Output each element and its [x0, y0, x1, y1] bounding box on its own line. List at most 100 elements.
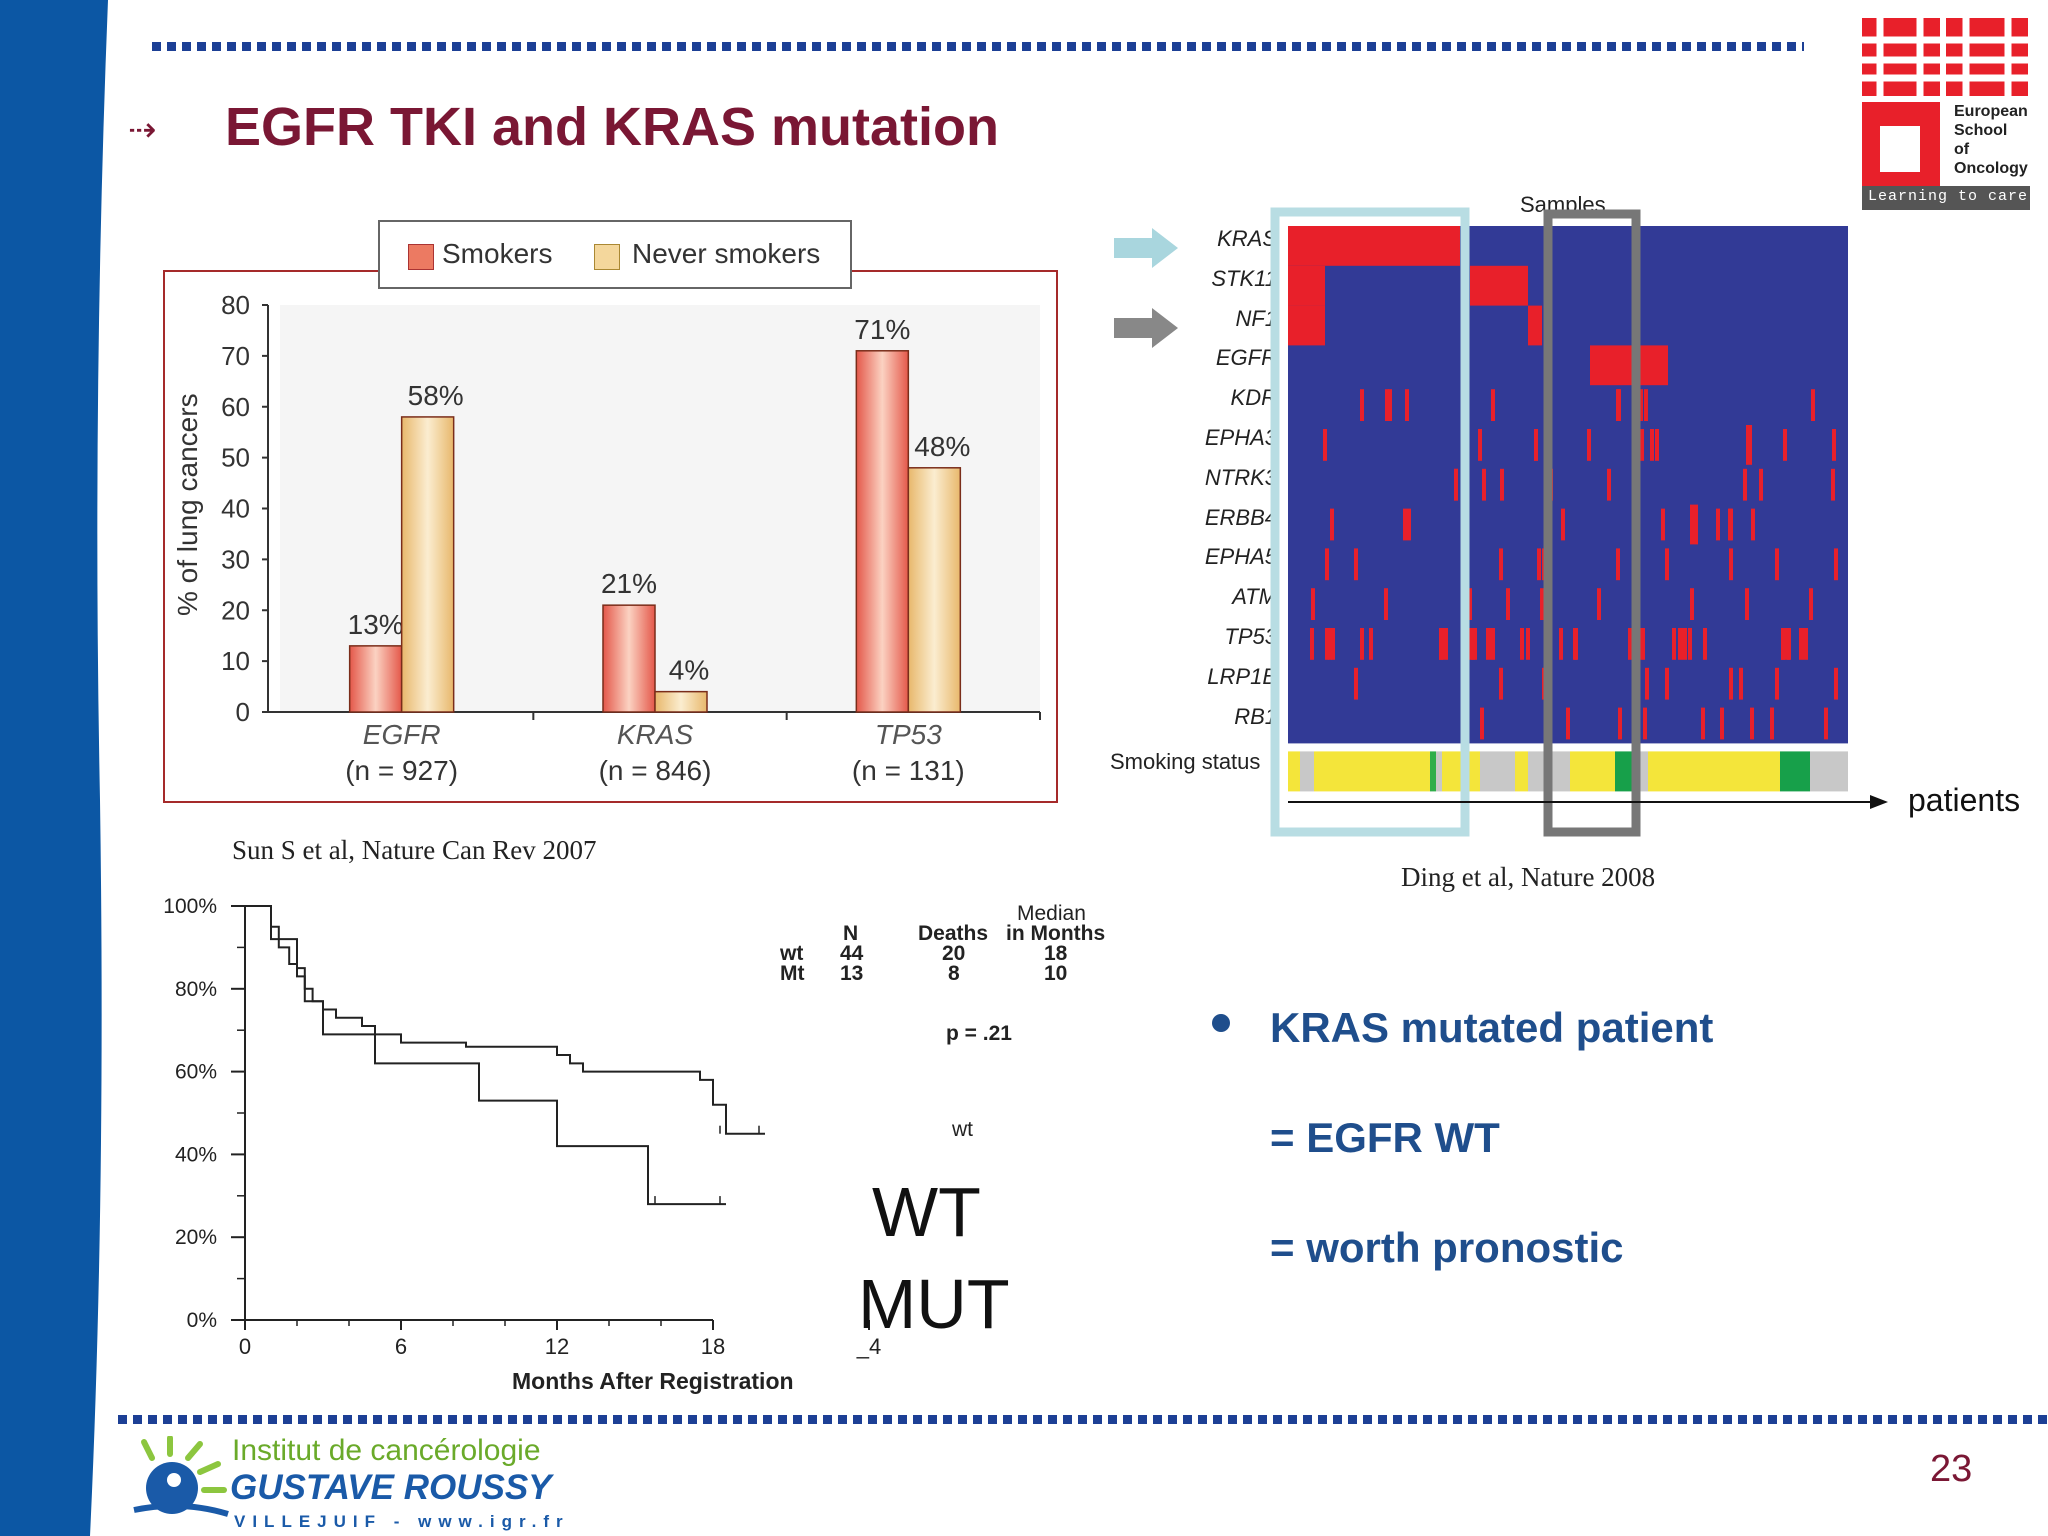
mutation-tick	[1745, 588, 1749, 620]
bar-value-label: 4%	[669, 655, 709, 686]
mutation-tick	[1729, 548, 1733, 581]
smoking-status-segment	[1430, 751, 1436, 792]
km-overlay-wt: WT	[872, 1173, 981, 1251]
mutation-tick	[1640, 429, 1644, 461]
legend-swatch-never-smokers	[594, 244, 620, 270]
x-category-label: KRAS	[617, 719, 694, 750]
mutation-tick	[1500, 468, 1504, 501]
mutation-tick	[1628, 628, 1632, 660]
mutation-tick	[1729, 667, 1733, 700]
mutation-tick	[1388, 389, 1392, 421]
smoking-status-segment	[1780, 751, 1810, 792]
gene-label-epha5: EPHA5	[1204, 544, 1277, 570]
smoking-status-segment	[1638, 751, 1648, 792]
slide-title: EGFR TKI and KRAS mutation	[225, 97, 999, 157]
km-y-tick-label: 40%	[175, 1143, 217, 1166]
gene-label-tp53: TP53	[1224, 624, 1277, 649]
mutation-tick	[1323, 429, 1327, 461]
igr-logo: Institut de cancérologie GUSTAVE ROUSSY …	[132, 1432, 572, 1532]
mutation-tick	[1832, 429, 1836, 461]
mutation-heatmap	[1270, 207, 1888, 837]
km-overlay-mut: MUT	[858, 1265, 1010, 1343]
mutation-tick	[1468, 588, 1472, 620]
mutation-tick	[1661, 508, 1665, 541]
mutation-tick	[1643, 707, 1647, 740]
y-tick-label: 80	[221, 290, 250, 320]
smoking-status-segment	[1314, 751, 1430, 792]
mutation-tick	[1783, 429, 1787, 461]
km-curve-wt	[245, 905, 765, 1135]
mutation-tick	[1471, 628, 1475, 660]
km-row-wt-label: wt	[780, 942, 804, 965]
km-y-tick-label: 60%	[175, 1061, 217, 1084]
mutation-tick	[1645, 667, 1649, 700]
bar-smokers-kras	[602, 604, 656, 713]
bar-chart-caption: Sun S et al, Nature Can Rev 2007	[232, 835, 597, 865]
mutation-tick	[1759, 468, 1763, 501]
patients-axis-label: patients	[1908, 782, 2021, 818]
km-y-tick-label: 20%	[175, 1226, 217, 1249]
gene-label-ntrk3: NTRK3	[1204, 464, 1277, 490]
mutation-tick	[1384, 588, 1388, 620]
mutation-tick	[1354, 667, 1358, 700]
heatmap-background	[1288, 226, 1848, 744]
bar-smokers-egfr	[348, 645, 403, 713]
mutation-tick	[1360, 628, 1364, 660]
legend-swatch-smokers	[408, 244, 434, 270]
mutation-tick	[1311, 588, 1315, 620]
mutation-tick	[1750, 707, 1754, 740]
km-curve-mt	[245, 905, 726, 1206]
mutation-tick	[1328, 628, 1332, 660]
km-row-mt-n: 13	[840, 962, 864, 985]
igr-line-1: Institut de cancérologie	[232, 1434, 541, 1467]
gene-label-erbb4: ERBB4	[1204, 504, 1277, 530]
y-tick-label: 10	[221, 646, 250, 676]
smoking-status-segment	[1570, 751, 1615, 792]
gene-label-rb1: RB1	[1234, 703, 1277, 729]
bar-value-label: 21%	[601, 568, 657, 599]
mutation-block	[1470, 265, 1528, 306]
km-row-mt-median: 10	[1044, 962, 1068, 985]
mutation-tick	[1781, 628, 1790, 660]
esso-logo: European School of Oncology Learning to …	[1860, 16, 2032, 212]
gene-label-lrp1b: LRP1B	[1207, 663, 1277, 689]
igr-line-2: GUSTAVE ROUSSY	[230, 1468, 552, 1507]
mutation-tick	[1454, 468, 1458, 501]
mutation-tick	[1716, 508, 1720, 541]
mutation-block	[1288, 265, 1325, 306]
bar-chart: 0 10 20 30 40 50 60 70 80 13% 58% EGFR (n = 927) 21% 4…	[221, 290, 1041, 786]
mutation-tick	[1644, 389, 1648, 421]
gene-label-kdr: KDR	[1230, 385, 1277, 411]
mutation-tick	[1617, 389, 1621, 421]
gene-label-atm: ATM	[1232, 584, 1277, 610]
y-tick-label: 70	[221, 341, 250, 371]
mutation-tick	[1574, 628, 1578, 660]
mutation-tick	[1331, 628, 1335, 660]
kras-highlight-frame	[1270, 207, 1470, 837]
esso-line-2: School	[1954, 122, 2008, 139]
gene-label-epha3: EPHA3	[1204, 425, 1277, 450]
y-tick-label: 0	[236, 697, 250, 727]
gene-label-stk11: STK11	[1211, 265, 1277, 291]
egfr-arrow-icon	[1114, 308, 1178, 348]
mutation-tick	[1405, 389, 1409, 421]
mutation-tick	[1403, 508, 1407, 541]
km-x-tick-label: 18	[701, 1334, 725, 1359]
smoking-status-label: Smoking status	[1110, 749, 1261, 774]
bottom-dotted-line	[118, 1415, 2048, 1424]
bullet-egfr-wt: = EGFR WT	[1270, 1114, 1500, 1161]
survival-chart: 0% 20% 40% 60% 80% 100% 0 6 12 18 _4	[163, 895, 881, 1359]
bar-smokers-tp53	[855, 350, 910, 713]
mutation-tick	[1616, 548, 1620, 581]
km-row-wt-median: 18	[1044, 942, 1068, 965]
km-row-mt-label: Mt	[780, 962, 805, 985]
mutation-tick	[1480, 707, 1484, 740]
mutation-tick	[1310, 628, 1314, 660]
bullet-kras-mutated: KRAS mutated patient	[1270, 1004, 1714, 1051]
mutation-tick	[1506, 588, 1510, 620]
left-blue-band	[0, 0, 108, 1536]
mutation-tick	[1561, 508, 1565, 541]
mutation-tick	[1775, 548, 1779, 581]
km-x-tick-label: 12	[545, 1334, 569, 1359]
bullet-worth-pronostic: = worth pronostic	[1270, 1224, 1624, 1271]
